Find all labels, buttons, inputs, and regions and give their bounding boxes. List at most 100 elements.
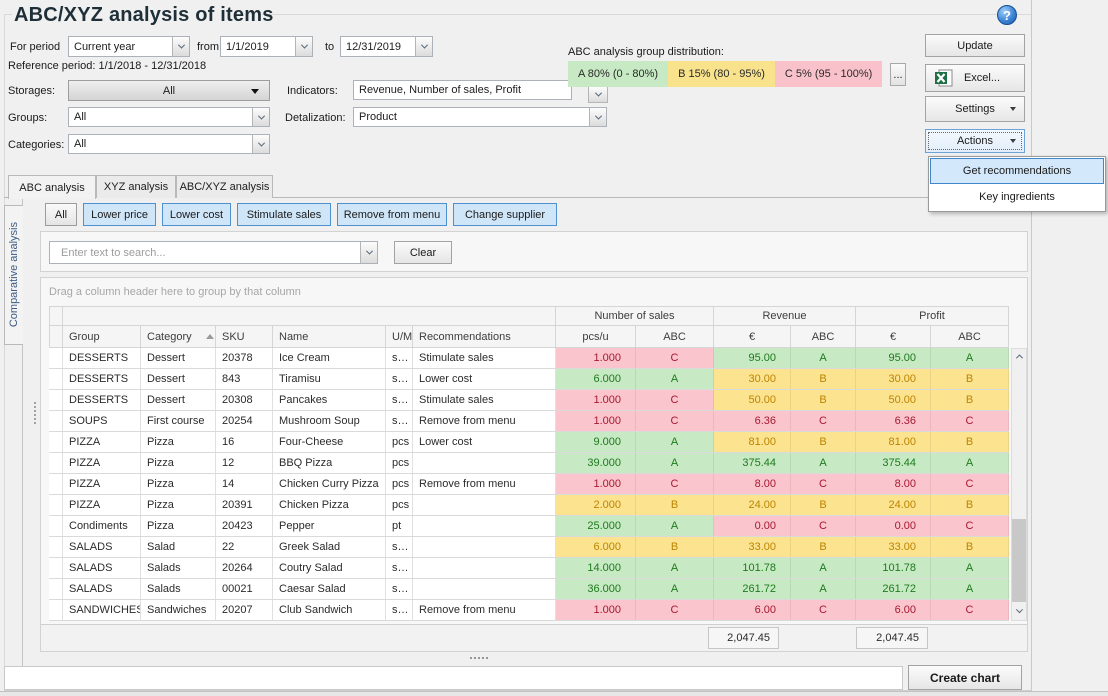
- cell-category[interactable]: Salad: [141, 537, 216, 557]
- cell-sales[interactable]: 6.000: [556, 369, 636, 389]
- cell-revenue_abc[interactable]: C: [791, 411, 856, 431]
- cell-profit[interactable]: 33.00: [856, 537, 931, 557]
- cell-profit_abc[interactable]: A: [931, 348, 1009, 368]
- detalization-select[interactable]: Product: [353, 107, 607, 127]
- update-button[interactable]: Update: [925, 34, 1025, 57]
- cell-category[interactable]: Sandwiches: [141, 600, 216, 620]
- date-to-select[interactable]: 12/31/2019: [340, 36, 433, 57]
- header-sales-abc[interactable]: ABC: [636, 326, 714, 348]
- cell-category[interactable]: Dessert: [141, 369, 216, 389]
- cell-sku[interactable]: 20391: [216, 495, 273, 515]
- date-from-select[interactable]: 1/1/2019: [220, 36, 313, 57]
- cell-profit[interactable]: 8.00: [856, 474, 931, 494]
- chevron-down-icon[interactable]: [589, 108, 606, 126]
- cell-sales_abc[interactable]: C: [636, 348, 714, 368]
- filter-button-lower-price[interactable]: Lower price: [83, 203, 156, 226]
- cell-profit[interactable]: 6.00: [856, 600, 931, 620]
- tab-abc-xyz-analysis[interactable]: ABC/XYZ analysis: [176, 175, 273, 198]
- search-input[interactable]: [55, 242, 377, 263]
- cell-name[interactable]: Ice Cream: [273, 348, 386, 368]
- cell-group[interactable]: SALADS: [63, 537, 141, 557]
- cell-name[interactable]: Pepper: [273, 516, 386, 536]
- cell-revenue[interactable]: 95.00: [714, 348, 791, 368]
- row-selector-cell[interactable]: [49, 516, 63, 536]
- cell-sku[interactable]: 12: [216, 453, 273, 473]
- row-selector-cell[interactable]: [49, 432, 63, 452]
- cell-profit_abc[interactable]: A: [931, 579, 1009, 599]
- cell-revenue_abc[interactable]: C: [791, 600, 856, 620]
- table-row[interactable]: PIZZA Pizza 12 BBQ Pizza pcs 39.000 A 375.44 A 37…: [49, 453, 1009, 474]
- cell-um[interactable]: pcs: [386, 432, 413, 452]
- cell-sales_abc[interactable]: A: [636, 558, 714, 578]
- cell-revenue_abc[interactable]: B: [791, 369, 856, 389]
- table-row[interactable]: SALADS Salads 20264 Coutry Salad s… 14.000 A 10…: [49, 558, 1009, 579]
- cell-recommendation[interactable]: [413, 579, 556, 599]
- cell-group[interactable]: PIZZA: [63, 495, 141, 515]
- cell-sku[interactable]: 20378: [216, 348, 273, 368]
- cell-um[interactable]: pcs: [386, 495, 413, 515]
- search-box[interactable]: [49, 241, 378, 264]
- chevron-down-icon[interactable]: [295, 37, 312, 56]
- cell-recommendation[interactable]: Lower cost: [413, 432, 556, 452]
- cell-revenue[interactable]: 50.00: [714, 390, 791, 410]
- cell-sales[interactable]: 9.000: [556, 432, 636, 452]
- vertical-scrollbar[interactable]: [1011, 348, 1027, 621]
- table-row[interactable]: DESSERTS Dessert 20378 Ice Cream s… Stimulate…: [49, 348, 1009, 369]
- cell-profit[interactable]: 261.72: [856, 579, 931, 599]
- cell-name[interactable]: Caesar Salad: [273, 579, 386, 599]
- cell-sales[interactable]: 25.000: [556, 516, 636, 536]
- cell-sales[interactable]: 1.000: [556, 348, 636, 368]
- cell-recommendation[interactable]: Remove from menu: [413, 474, 556, 494]
- cell-sales_abc[interactable]: A: [636, 579, 714, 599]
- cell-category[interactable]: Pizza: [141, 516, 216, 536]
- cell-revenue[interactable]: 6.36: [714, 411, 791, 431]
- cell-sku[interactable]: 843: [216, 369, 273, 389]
- cell-um[interactable]: pcs: [386, 453, 413, 473]
- distribution-more-button[interactable]: ...: [890, 63, 906, 86]
- cell-revenue_abc[interactable]: B: [791, 537, 856, 557]
- cell-revenue_abc[interactable]: C: [791, 516, 856, 536]
- cell-profit[interactable]: 101.78: [856, 558, 931, 578]
- cell-sales[interactable]: 1.000: [556, 474, 636, 494]
- cell-revenue_abc[interactable]: B: [791, 390, 856, 410]
- band-profit[interactable]: Profit: [856, 306, 1009, 326]
- tab-xyz-analysis[interactable]: XYZ analysis: [96, 175, 176, 198]
- cell-profit_abc[interactable]: C: [931, 474, 1009, 494]
- cell-sales_abc[interactable]: B: [636, 537, 714, 557]
- table-row[interactable]: DESSERTS Dessert 843 Tiramisu s… Lower cost 6.…: [49, 369, 1009, 390]
- cell-sku[interactable]: 16: [216, 432, 273, 452]
- cell-name[interactable]: Chicken Curry Pizza: [273, 474, 386, 494]
- cell-sku[interactable]: 22: [216, 537, 273, 557]
- cell-revenue_abc[interactable]: C: [791, 474, 856, 494]
- cell-category[interactable]: Dessert: [141, 390, 216, 410]
- table-row[interactable]: SALADS Salads 00021 Caesar Salad s… 36.000 A 26…: [49, 579, 1009, 600]
- splitter-handle[interactable]: [34, 402, 36, 424]
- tab-comparative-analysis[interactable]: Comparative analysis: [4, 205, 23, 345]
- cell-group[interactable]: SALADS: [63, 558, 141, 578]
- row-selector-cell[interactable]: [49, 558, 63, 578]
- cell-sku[interactable]: 14: [216, 474, 273, 494]
- scroll-up-icon[interactable]: [1012, 349, 1026, 364]
- cell-revenue_abc[interactable]: B: [791, 432, 856, 452]
- header-name[interactable]: Name: [273, 326, 386, 348]
- row-selector-cell[interactable]: [49, 348, 63, 368]
- header-group[interactable]: Group: [63, 326, 141, 348]
- cell-group[interactable]: PIZZA: [63, 432, 141, 452]
- cell-revenue[interactable]: 8.00: [714, 474, 791, 494]
- cell-profit_abc[interactable]: C: [931, 411, 1009, 431]
- filter-button-all[interactable]: All: [45, 203, 77, 226]
- cell-recommendation[interactable]: Remove from menu: [413, 411, 556, 431]
- cell-profit_abc[interactable]: A: [931, 558, 1009, 578]
- cell-name[interactable]: Coutry Salad: [273, 558, 386, 578]
- cell-recommendation[interactable]: Stimulate sales: [413, 348, 556, 368]
- cell-revenue[interactable]: 101.78: [714, 558, 791, 578]
- cell-recommendation[interactable]: [413, 537, 556, 557]
- cell-sales_abc[interactable]: A: [636, 369, 714, 389]
- cell-profit_abc[interactable]: B: [931, 495, 1009, 515]
- chevron-down-icon[interactable]: [415, 37, 432, 56]
- table-row[interactable]: SOUPS First course 20254 Mushroom Soup s… Rem…: [49, 411, 1009, 432]
- cell-sales_abc[interactable]: B: [636, 495, 714, 515]
- cell-recommendation[interactable]: [413, 453, 556, 473]
- cell-sales[interactable]: 39.000: [556, 453, 636, 473]
- cell-category[interactable]: Pizza: [141, 474, 216, 494]
